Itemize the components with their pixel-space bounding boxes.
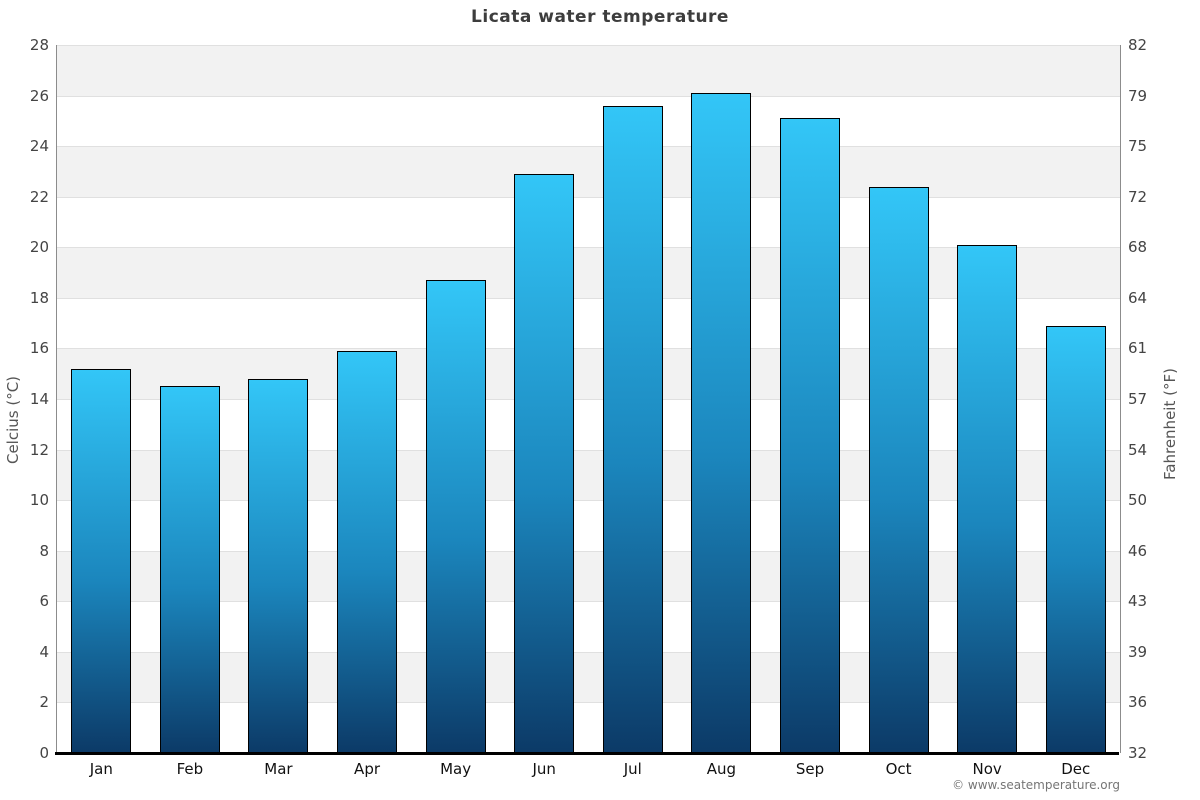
bar-jul <box>602 105 663 753</box>
bar-sep <box>779 118 840 753</box>
ytick-fahrenheit-43: 43 <box>1128 592 1148 611</box>
y-axis-label-fahrenheit: Fahrenheit (°F) <box>1161 368 1179 480</box>
band <box>57 449 1120 501</box>
ytick-fahrenheit-57: 57 <box>1128 390 1148 408</box>
bar-oct <box>868 186 929 753</box>
band <box>57 601 1120 652</box>
ytick-celsius-12: 12 <box>29 440 49 459</box>
xtick-may: May <box>440 760 472 778</box>
bar-aug <box>691 93 752 753</box>
ytick-celsius-0: 0 <box>39 744 49 762</box>
plot-area <box>57 45 1120 753</box>
xtick-sep: Sep <box>795 760 825 778</box>
ytick-fahrenheit-72: 72 <box>1128 187 1148 206</box>
y-axis-line-left <box>56 45 57 753</box>
gridline-20c <box>57 247 1120 249</box>
ytick-celsius-16: 16 <box>29 339 49 358</box>
band <box>57 702 1120 753</box>
ytick-celsius-26: 26 <box>29 86 49 105</box>
band <box>57 500 1120 551</box>
ytick-celsius-22: 22 <box>29 187 49 206</box>
band <box>57 196 1120 248</box>
ytick-celsius-24: 24 <box>29 137 49 156</box>
x-axis-line <box>55 752 1119 755</box>
gridline-22c <box>57 196 1120 198</box>
band <box>57 146 1120 197</box>
y-axis-label-celsius: Celcius (°C) <box>4 375 22 465</box>
ytick-fahrenheit-61: 61 <box>1128 339 1148 358</box>
band <box>57 297 1120 349</box>
gridline-6c <box>57 601 1120 603</box>
gridline-2c <box>57 702 1120 704</box>
ytick-celsius-20: 20 <box>29 238 49 257</box>
gridline-18c <box>57 297 1120 299</box>
gridline-12c <box>57 449 1120 451</box>
band <box>57 348 1120 399</box>
xtick-nov: Nov <box>972 760 1002 778</box>
band <box>57 651 1120 703</box>
ytick-celsius-10: 10 <box>29 491 49 510</box>
gridline-16c <box>57 348 1120 350</box>
bar-jun <box>514 173 575 753</box>
xtick-apr: Apr <box>354 760 381 778</box>
ytick-celsius-18: 18 <box>29 288 49 307</box>
ytick-celsius-6: 6 <box>39 592 49 611</box>
y-axis-line-right <box>1120 45 1121 753</box>
gridline-26c <box>57 95 1120 97</box>
gridline-8c <box>57 550 1120 552</box>
ytick-fahrenheit-68: 68 <box>1128 238 1148 257</box>
ytick-celsius-28: 28 <box>29 36 49 54</box>
bar-nov <box>957 244 1018 753</box>
band <box>57 550 1120 602</box>
bar-dec <box>1045 325 1106 753</box>
bar-jan <box>71 368 132 753</box>
bar-mar <box>248 378 309 753</box>
chart-title: Licata water temperature <box>471 7 729 27</box>
band <box>57 399 1120 450</box>
ytick-celsius-14: 14 <box>29 390 49 408</box>
gridline-4c <box>57 651 1120 653</box>
ytick-celsius-8: 8 <box>39 541 49 560</box>
ytick-fahrenheit-79: 79 <box>1128 86 1148 105</box>
xtick-mar: Mar <box>264 760 293 778</box>
gridline-28c <box>57 45 1120 46</box>
gridline-14c <box>57 399 1120 400</box>
ytick-fahrenheit-75: 75 <box>1128 137 1148 156</box>
bar-may <box>425 280 486 753</box>
xtick-jun: Jun <box>532 760 556 778</box>
gridline-10c <box>57 500 1120 502</box>
ytick-fahrenheit-64: 64 <box>1128 288 1148 307</box>
ytick-fahrenheit-46: 46 <box>1128 541 1148 560</box>
band <box>57 45 1120 96</box>
bar-feb <box>159 386 220 753</box>
ytick-fahrenheit-54: 54 <box>1128 440 1148 459</box>
bar-apr <box>337 350 398 753</box>
ytick-fahrenheit-36: 36 <box>1128 693 1148 712</box>
copyright-text: © www.seatemperature.org <box>952 778 1120 792</box>
ytick-fahrenheit-39: 39 <box>1128 642 1148 661</box>
xtick-jul: Jul <box>623 760 642 778</box>
xtick-aug: Aug <box>706 760 737 778</box>
xtick-feb: Feb <box>176 760 204 778</box>
xtick-oct: Oct <box>885 760 912 778</box>
ytick-celsius-4: 4 <box>39 642 49 661</box>
ytick-celsius-2: 2 <box>39 693 49 712</box>
band <box>57 247 1120 298</box>
xtick-dec: Dec <box>1061 760 1091 778</box>
ytick-fahrenheit-82: 82 <box>1128 36 1148 54</box>
ytick-fahrenheit-32: 32 <box>1128 744 1148 762</box>
ytick-fahrenheit-50: 50 <box>1128 491 1148 510</box>
gridline-24c <box>57 146 1120 148</box>
xtick-jan: Jan <box>89 760 113 778</box>
band <box>57 95 1120 147</box>
